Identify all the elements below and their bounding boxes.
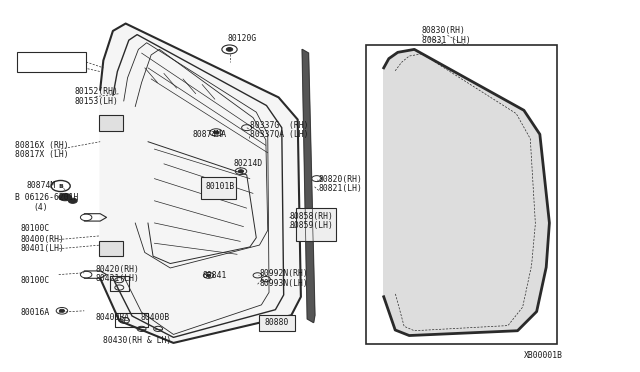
Text: 80820(RH): 80820(RH) [319, 175, 363, 184]
Text: 80858(RH): 80858(RH) [289, 212, 333, 221]
Text: 80101 (LH): 80101 (LH) [20, 63, 69, 72]
Text: 80880: 80880 [264, 318, 289, 327]
Circle shape [470, 295, 476, 298]
Text: 80993N(LH): 80993N(LH) [259, 279, 308, 288]
Bar [366, 45, 557, 344]
Circle shape [227, 48, 233, 51]
Text: 80816X (RH): 80816X (RH) [15, 141, 69, 150]
Text: 80824AC: 80824AC [484, 300, 518, 310]
Text: 80400B: 80400B [140, 312, 170, 321]
Text: 80152(RH): 80152(RH) [75, 87, 118, 96]
Text: 80100C: 80100C [20, 224, 50, 233]
Bar [296, 208, 336, 241]
Text: 80859(LH): 80859(LH) [289, 221, 333, 230]
Text: 80841: 80841 [202, 271, 227, 280]
Text: 80420(RH): 80420(RH) [96, 264, 140, 273]
Bar [259, 315, 294, 331]
Polygon shape [100, 23, 301, 343]
Circle shape [470, 133, 476, 136]
Text: 80100 (RH): 80100 (RH) [20, 54, 69, 63]
Text: 80421(LH): 80421(LH) [96, 274, 140, 283]
Circle shape [59, 193, 72, 201]
Text: 80100C: 80100C [20, 276, 50, 285]
Text: 80120G: 80120G [228, 34, 257, 43]
Text: 80824AB(LH): 80824AB(LH) [383, 129, 436, 138]
Text: (4): (4) [33, 203, 48, 212]
Text: XB00001B: XB00001B [524, 350, 563, 360]
Text: 80101B: 80101B [205, 182, 234, 191]
Text: 80874MA: 80874MA [193, 130, 227, 139]
Circle shape [60, 310, 65, 312]
Text: 80824A  (RH): 80824A (RH) [383, 119, 441, 128]
Text: 80400BA: 80400BA [96, 312, 130, 321]
Text: 80430(RH & LH): 80430(RH & LH) [103, 336, 172, 345]
Text: 80100 (RH): 80100 (RH) [20, 54, 69, 63]
Text: 80016A: 80016A [20, 308, 50, 317]
Text: 80821(LH): 80821(LH) [319, 184, 363, 193]
Text: 80337QA (LH): 80337QA (LH) [250, 130, 308, 139]
Text: 80817X (LH): 80817X (LH) [15, 150, 69, 159]
Text: 80153(LH): 80153(LH) [75, 97, 118, 106]
Text: 80874M: 80874M [27, 182, 56, 190]
Polygon shape [384, 49, 549, 336]
Text: 80400(RH): 80400(RH) [20, 235, 65, 244]
Text: 80101 (LH): 80101 (LH) [20, 63, 69, 72]
Text: 80992N(RH): 80992N(RH) [259, 269, 308, 278]
Bar [17, 52, 86, 72]
Text: 80401(LH): 80401(LH) [20, 244, 65, 253]
Text: B: B [58, 183, 63, 189]
Circle shape [239, 170, 244, 173]
Text: 80214D: 80214D [234, 159, 263, 169]
Circle shape [207, 274, 211, 276]
Circle shape [68, 198, 77, 203]
Bar [99, 115, 123, 131]
Polygon shape [302, 49, 315, 323]
Text: 80831 (LH): 80831 (LH) [422, 36, 470, 45]
Text: 80337G  (RH): 80337G (RH) [250, 121, 308, 129]
Text: 80830(RH): 80830(RH) [422, 26, 466, 35]
Bar [99, 241, 123, 256]
Circle shape [214, 131, 219, 134]
Text: B 06126-6201H: B 06126-6201H [15, 193, 79, 202]
Bar [201, 177, 236, 199]
